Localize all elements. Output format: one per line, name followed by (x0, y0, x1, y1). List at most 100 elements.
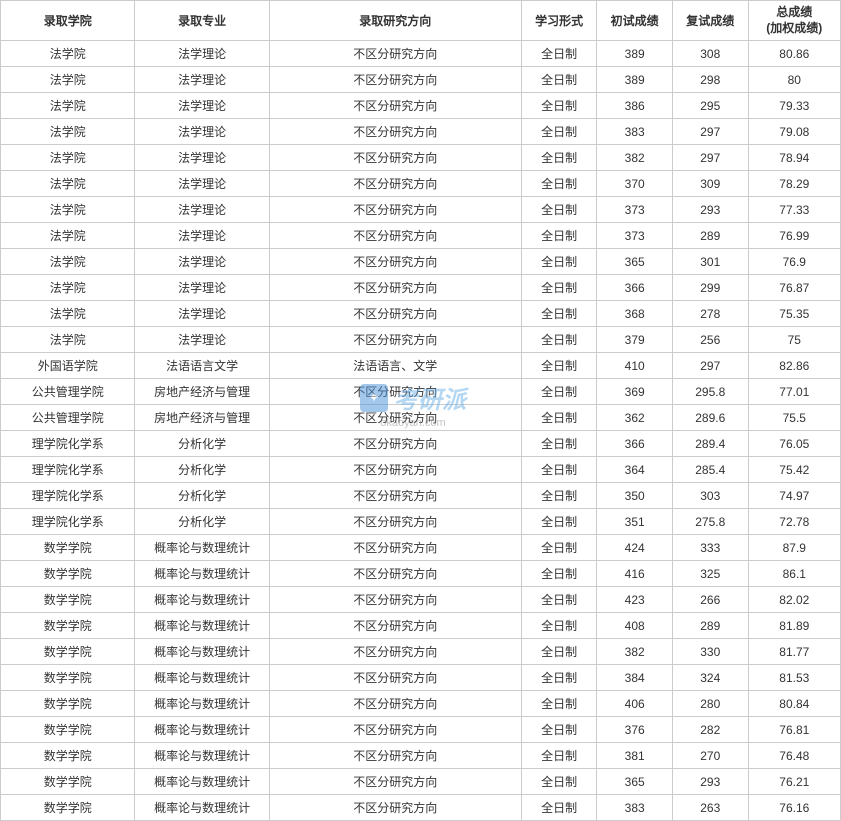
table-cell: 不区分研究方向 (269, 769, 521, 795)
table-cell: 法学理论 (135, 119, 269, 145)
table-row: 法学院法学理论不区分研究方向全日制38929880 (1, 67, 841, 93)
table-row: 法学院法学理论不区分研究方向全日制37925675 (1, 327, 841, 353)
table-cell: 数学学院 (1, 613, 135, 639)
table-cell: 379 (597, 327, 673, 353)
table-cell: 不区分研究方向 (269, 379, 521, 405)
table-cell: 概率论与数理统计 (135, 535, 269, 561)
table-cell: 法学院 (1, 197, 135, 223)
table-cell: 法学院 (1, 93, 135, 119)
table-cell: 法学理论 (135, 67, 269, 93)
table-cell: 法学院 (1, 145, 135, 171)
table-cell: 不区分研究方向 (269, 93, 521, 119)
table-cell: 383 (597, 795, 673, 821)
admissions-table: 录取学院 录取专业 录取研究方向 学习形式 初试成绩 复试成绩 总成绩 (加权成… (0, 0, 841, 821)
table-row: 法学院法学理论不区分研究方向全日制38329779.08 (1, 119, 841, 145)
table-cell: 法学理论 (135, 41, 269, 67)
table-header: 录取学院 录取专业 录取研究方向 学习形式 初试成绩 复试成绩 总成绩 (加权成… (1, 1, 841, 41)
table-cell: 概率论与数理统计 (135, 561, 269, 587)
table-cell: 全日制 (521, 795, 597, 821)
table-cell: 76.05 (748, 431, 840, 457)
table-cell: 266 (672, 587, 748, 613)
table-cell: 全日制 (521, 535, 597, 561)
table-cell: 不区分研究方向 (269, 795, 521, 821)
table-cell: 理学院化学系 (1, 431, 135, 457)
table-cell: 不区分研究方向 (269, 665, 521, 691)
table-cell: 275.8 (672, 509, 748, 535)
table-row: 理学院化学系分析化学不区分研究方向全日制366289.476.05 (1, 431, 841, 457)
table-cell: 373 (597, 223, 673, 249)
table-cell: 全日制 (521, 457, 597, 483)
table-cell: 分析化学 (135, 431, 269, 457)
table-cell: 295.8 (672, 379, 748, 405)
table-cell: 法学理论 (135, 223, 269, 249)
table-cell: 381 (597, 743, 673, 769)
table-cell: 全日制 (521, 639, 597, 665)
table-cell: 概率论与数理统计 (135, 691, 269, 717)
table-cell: 297 (672, 119, 748, 145)
table-cell: 74.97 (748, 483, 840, 509)
table-cell: 法学理论 (135, 197, 269, 223)
table-cell: 全日制 (521, 613, 597, 639)
table-cell: 数学学院 (1, 691, 135, 717)
table-cell: 不区分研究方向 (269, 223, 521, 249)
table-cell: 全日制 (521, 353, 597, 379)
table-cell: 263 (672, 795, 748, 821)
col-header-college: 录取学院 (1, 1, 135, 41)
table-cell: 法学理论 (135, 327, 269, 353)
table-cell: 82.02 (748, 587, 840, 613)
table-cell: 法学理论 (135, 93, 269, 119)
table-cell: 数学学院 (1, 717, 135, 743)
table-cell: 数学学院 (1, 769, 135, 795)
col-header-retest: 复试成绩 (672, 1, 748, 41)
table-cell: 297 (672, 353, 748, 379)
table-cell: 分析化学 (135, 509, 269, 535)
table-cell: 不区分研究方向 (269, 119, 521, 145)
table-cell: 不区分研究方向 (269, 405, 521, 431)
table-cell: 280 (672, 691, 748, 717)
table-cell: 不区分研究方向 (269, 587, 521, 613)
table-row: 法学院法学理论不区分研究方向全日制36530176.9 (1, 249, 841, 275)
table-cell: 365 (597, 249, 673, 275)
table-cell: 301 (672, 249, 748, 275)
table-cell: 全日制 (521, 665, 597, 691)
table-cell: 公共管理学院 (1, 379, 135, 405)
table-cell: 概率论与数理统计 (135, 613, 269, 639)
table-cell: 全日制 (521, 171, 597, 197)
table-cell: 278 (672, 301, 748, 327)
table-cell: 概率论与数理统计 (135, 587, 269, 613)
table-cell: 全日制 (521, 509, 597, 535)
col-header-direction: 录取研究方向 (269, 1, 521, 41)
table-cell: 79.08 (748, 119, 840, 145)
table-body: 法学院法学理论不区分研究方向全日制38930880.86法学院法学理论不区分研究… (1, 41, 841, 821)
table-cell: 384 (597, 665, 673, 691)
table-cell: 理学院化学系 (1, 483, 135, 509)
table-cell: 分析化学 (135, 483, 269, 509)
table-cell: 285.4 (672, 457, 748, 483)
table-cell: 77.33 (748, 197, 840, 223)
table-cell: 309 (672, 171, 748, 197)
table-cell: 75.35 (748, 301, 840, 327)
table-cell: 不区分研究方向 (269, 275, 521, 301)
table-cell: 全日制 (521, 769, 597, 795)
table-cell: 不区分研究方向 (269, 639, 521, 665)
table-cell: 不区分研究方向 (269, 717, 521, 743)
table-cell: 概率论与数理统计 (135, 769, 269, 795)
table-cell: 法语语言文学 (135, 353, 269, 379)
table-cell: 不区分研究方向 (269, 301, 521, 327)
table-cell: 86.1 (748, 561, 840, 587)
table-cell: 法语语言、文学 (269, 353, 521, 379)
table-cell: 325 (672, 561, 748, 587)
table-row: 数学学院概率论与数理统计不区分研究方向全日制38432481.53 (1, 665, 841, 691)
table-row: 法学院法学理论不区分研究方向全日制38629579.33 (1, 93, 841, 119)
table-cell: 数学学院 (1, 587, 135, 613)
table-cell: 概率论与数理统计 (135, 743, 269, 769)
table-cell: 308 (672, 41, 748, 67)
table-cell: 81.89 (748, 613, 840, 639)
table-cell: 法学理论 (135, 275, 269, 301)
table-cell: 289.4 (672, 431, 748, 457)
table-cell: 373 (597, 197, 673, 223)
table-cell: 概率论与数理统计 (135, 795, 269, 821)
table-cell: 389 (597, 41, 673, 67)
table-row: 数学学院概率论与数理统计不区分研究方向全日制38127076.48 (1, 743, 841, 769)
table-cell: 282 (672, 717, 748, 743)
